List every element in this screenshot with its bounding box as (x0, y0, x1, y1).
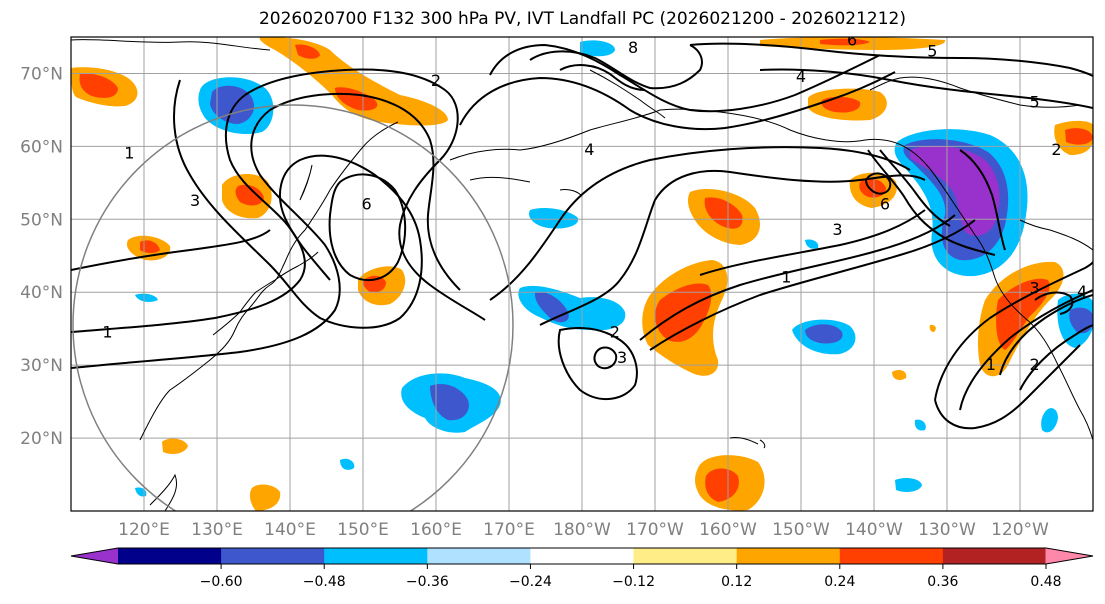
lon-tick-label: 130°W (918, 520, 976, 540)
colorbar-swatch (736, 548, 841, 564)
lon-tick-label: 150°E (337, 520, 389, 540)
colorbar-swatch (324, 548, 428, 564)
lon-tick-label: 170°E (483, 520, 535, 540)
contour-labels: 1 1 3 6 4 2 8 6 5 4 5 2 3 1 6 2 3 1 3 2 4 (102, 31, 1087, 374)
colorbar-swatch (942, 548, 1047, 564)
lon-tick-label: 120°W (991, 520, 1049, 540)
colorbar-tick-label: 0.36 (927, 574, 958, 590)
contour-label: 1 (124, 144, 134, 163)
contour-label: 4 (584, 140, 594, 159)
lon-tick-label: 140°E (264, 520, 316, 540)
colorbar-swatch (633, 548, 738, 564)
colorbar-swatch (530, 548, 635, 564)
contour-label: 8 (628, 38, 638, 57)
contour-label: 6 (847, 31, 857, 50)
lon-tick-label: 170°W (626, 520, 684, 540)
contour-label: 2 (610, 322, 620, 341)
colorbar-tick-label: −0.12 (612, 574, 655, 590)
lat-tick-label: 50°N (20, 210, 63, 230)
colorbar-tick-label: −0.24 (509, 574, 552, 590)
colorbar: −0.60 −0.48 −0.36 −0.24 −0.12 0.12 0.24 0.36 0.4… (70, 547, 1094, 590)
lat-tick-label: 60°N (20, 137, 63, 157)
colorbar-swatch (839, 548, 944, 564)
contour-label: 2 (1030, 355, 1040, 374)
colorbar-tick-label: −0.36 (406, 574, 449, 590)
colorbar-tick-label: 0.48 (1030, 574, 1061, 590)
map-gridlines (71, 37, 1093, 511)
colorbar-tick-label: −0.60 (200, 574, 243, 590)
contour-label: 5 (1030, 93, 1040, 112)
lon-tick-label: 130°E (191, 520, 243, 540)
colorbar-tick-label: 0.24 (824, 574, 855, 590)
lat-tick-label: 20°N (20, 429, 63, 449)
colorbar-tick-label: 0.12 (721, 574, 752, 590)
colorbar-swatch (427, 548, 532, 564)
lon-tick-label: 120°E (118, 520, 170, 540)
contour-label: 4 (796, 67, 806, 86)
colorbar-max-extension (1045, 548, 1093, 564)
contour-label: 6 (362, 195, 372, 214)
coastlines (71, 39, 1093, 511)
colorbar-outline (70, 547, 1094, 565)
lat-tick-label: 70°N (20, 64, 63, 84)
contour-label: 3 (832, 220, 842, 239)
lon-tick-label: 160°E (410, 520, 462, 540)
contour-label: 2 (1051, 140, 1061, 159)
contour-label: 1 (781, 268, 791, 287)
lon-tick-label: 140°W (845, 520, 903, 540)
map-title: 2026020700 F132 300 hPa PV, IVT Landfall… (258, 9, 906, 29)
contour-label: 3 (190, 191, 200, 210)
contour-label: 3 (617, 348, 627, 367)
lat-tick-label: 40°N (20, 283, 63, 303)
longitude-labels: 120°E 130°E 140°E 150°E 160°E 170°E 180°W 170°W… (118, 520, 1049, 540)
contour-label: 6 (880, 195, 890, 214)
lat-tick-label: 30°N (20, 356, 63, 376)
colorbar-swatch (221, 548, 325, 564)
contour-label: 1 (102, 322, 112, 341)
colorbar-tick-label: −0.48 (303, 574, 346, 590)
lon-tick-label: 150°W (772, 520, 830, 540)
region-circle (72, 104, 514, 511)
contour-label: 3 (1030, 279, 1040, 298)
latitude-labels: 70°N 60°N 50°N 40°N 30°N 20°N (20, 64, 63, 449)
contour-label: 2 (431, 71, 441, 90)
lon-tick-label: 180°W (553, 520, 611, 540)
colorbar-min-extension (71, 548, 119, 564)
map-frame (70, 36, 1094, 512)
contour-label: 5 (927, 42, 937, 61)
lon-tick-label: 160°W (699, 520, 757, 540)
contour-label: 4 (1077, 282, 1087, 301)
contour-label: 1 (986, 355, 996, 374)
pv-contour-lines (71, 42, 1093, 430)
colorbar-swatch (118, 548, 222, 564)
